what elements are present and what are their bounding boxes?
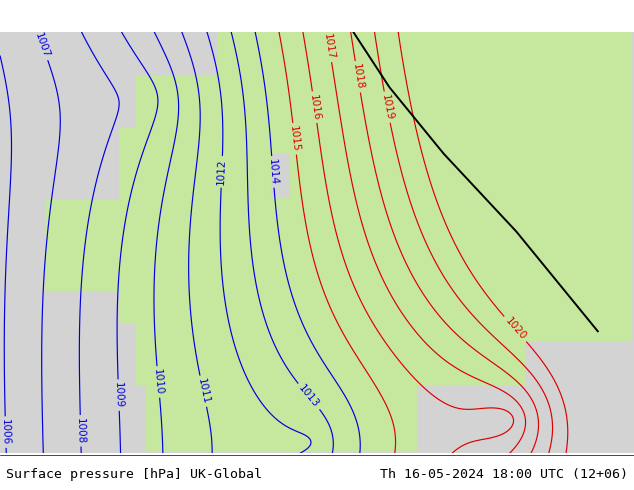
Text: Surface pressure [hPa] UK-Global: Surface pressure [hPa] UK-Global <box>6 468 262 481</box>
Text: 1008: 1008 <box>75 417 86 444</box>
Text: 1007: 1007 <box>33 31 51 59</box>
Text: 1006: 1006 <box>0 419 11 445</box>
Text: 1011: 1011 <box>196 377 211 405</box>
Text: Th 16-05-2024 18:00 UTC (12+06): Th 16-05-2024 18:00 UTC (12+06) <box>380 468 628 481</box>
Text: 1013: 1013 <box>297 383 321 410</box>
Text: 1017: 1017 <box>322 32 336 60</box>
Text: 1009: 1009 <box>113 382 124 409</box>
Text: 1010: 1010 <box>152 368 164 395</box>
Text: 1018: 1018 <box>351 63 365 91</box>
Text: 1020: 1020 <box>503 316 527 342</box>
Text: 1019: 1019 <box>380 93 394 121</box>
Text: 1012: 1012 <box>216 158 228 185</box>
Text: 1014: 1014 <box>267 158 279 185</box>
Text: 1015: 1015 <box>288 125 301 152</box>
Text: 1016: 1016 <box>308 94 321 121</box>
